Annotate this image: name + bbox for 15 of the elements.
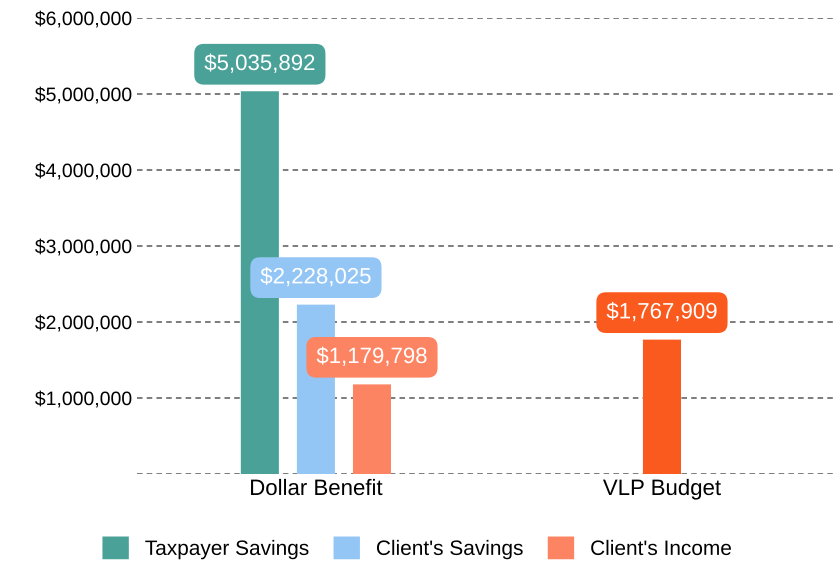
y-tick-label: $1,000,000 [35,390,132,408]
data-label: $2,228,025 [260,266,371,286]
x-tick-label: VLP Budget [602,478,721,500]
data-label: $1,179,798 [316,346,427,366]
data-label: $5,035,892 [204,54,314,73]
y-tick-label: $5,000,000 [35,86,132,104]
x-tick-label: Dollar Benefit [251,478,382,496]
y-tick-label: $4,000,000 [35,162,132,180]
legend-label: Taxpayer Savings [145,540,308,560]
legend-label: Client's Income [591,540,731,556]
legend-label: Client's Savings [376,540,523,560]
y-tick-label: $6,000,000 [35,10,132,28]
y-tick-label: $3,000,000 [35,238,132,256]
data-label: $1,767,909 [606,302,717,322]
y-tick-label: $2,000,000 [35,314,132,332]
